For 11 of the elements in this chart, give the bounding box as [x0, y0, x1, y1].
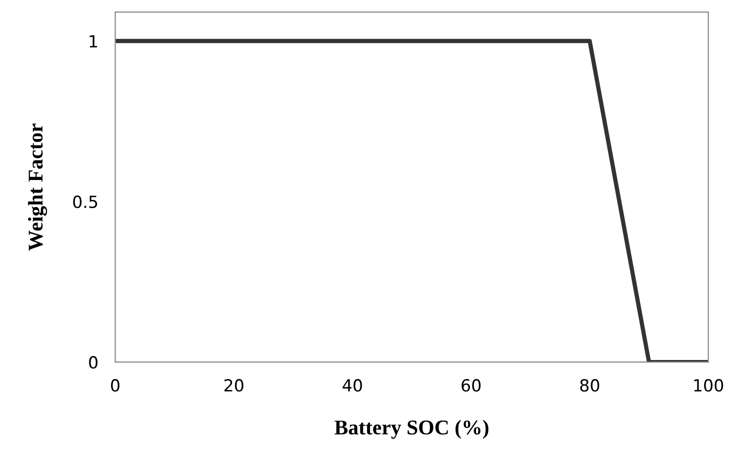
x-tick-label: 60	[462, 379, 481, 392]
x-tick-label: 20	[224, 379, 244, 392]
y-axis-title: Weight Factor	[28, 124, 48, 251]
x-axis-title: Battery SOC (%)	[334, 420, 488, 439]
x-tick-label: 0	[111, 379, 120, 392]
x-tick-label: 100	[694, 379, 724, 392]
y-tick-label: 0.5	[73, 196, 98, 208]
x-tick-label: 80	[580, 379, 600, 392]
x-tick-label: 40	[342, 379, 362, 392]
y-tick-label: 1	[90, 35, 98, 48]
y-tick-label: 0	[89, 356, 98, 369]
